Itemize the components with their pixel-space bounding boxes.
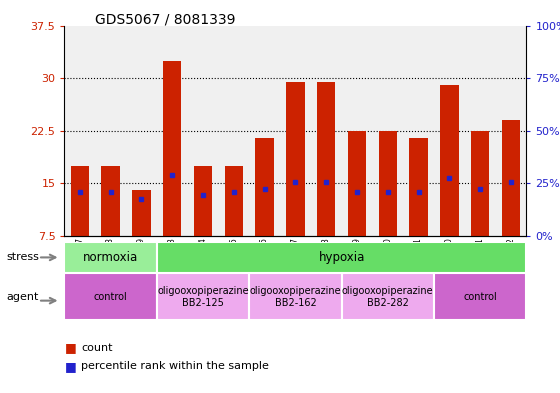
Bar [163,61,181,236]
Text: ■: ■ [64,360,76,373]
Bar [348,130,366,236]
Bar [471,130,489,236]
Text: GDS5067 / 8081339: GDS5067 / 8081339 [95,13,236,27]
Bar [255,138,274,236]
Bar [342,273,434,320]
Bar [502,120,520,236]
Text: agent: agent [7,292,39,302]
Text: stress: stress [7,252,40,263]
Text: ■: ■ [64,341,76,354]
Text: oligooxopiperazine
BB2-282: oligooxopiperazine BB2-282 [342,286,433,307]
Text: hypoxia: hypoxia [319,251,365,264]
Bar [434,273,526,320]
Text: control: control [463,292,497,302]
Text: control: control [94,292,128,302]
Bar [225,166,243,236]
Bar [132,190,151,236]
Bar [157,242,526,273]
Bar [71,166,89,236]
Bar [64,273,157,320]
Bar [157,273,249,320]
Bar [379,130,397,236]
Text: oligooxopiperazine
BB2-162: oligooxopiperazine BB2-162 [250,286,341,307]
Bar [317,82,335,236]
Bar [409,138,428,236]
Text: normoxia: normoxia [83,251,138,264]
Text: oligooxopiperazine
BB2-125: oligooxopiperazine BB2-125 [157,286,249,307]
Bar [194,166,212,236]
Bar [249,273,342,320]
Text: count: count [81,343,113,353]
Bar [64,242,157,273]
Bar [286,82,305,236]
Bar [101,166,120,236]
Bar [440,85,459,236]
Text: percentile rank within the sample: percentile rank within the sample [81,361,269,371]
